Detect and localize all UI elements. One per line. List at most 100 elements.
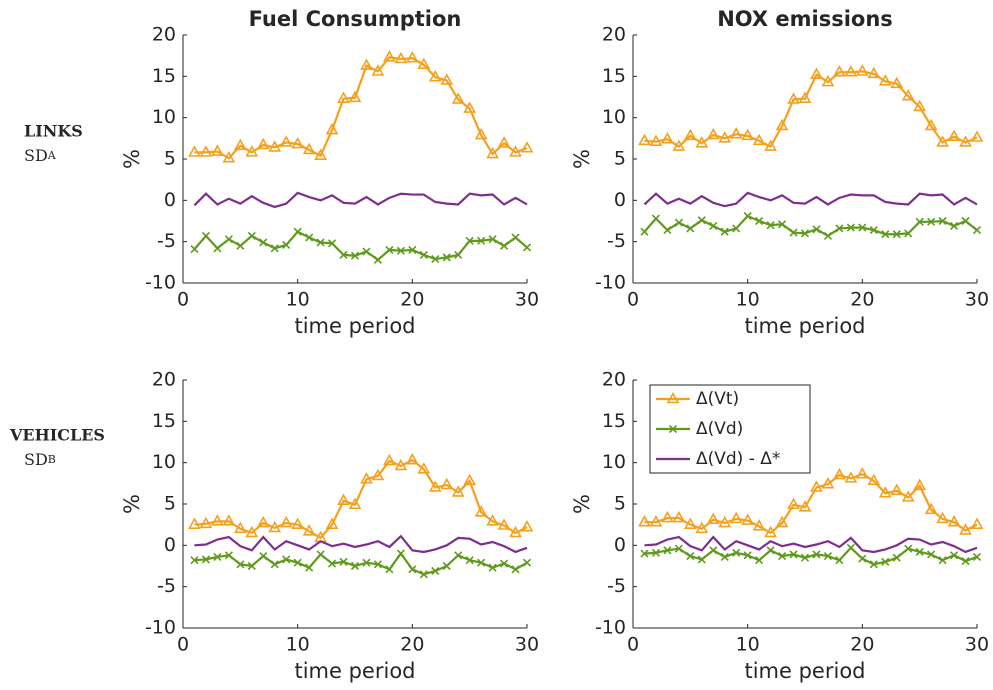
y-tick-label: 10 — [152, 451, 176, 473]
marker-x — [668, 424, 678, 434]
marker-triangle — [672, 510, 686, 523]
marker-triangle — [947, 129, 961, 141]
marker-x — [846, 223, 855, 232]
marker-x — [755, 556, 764, 565]
y-tick-label: 5 — [164, 148, 176, 170]
marker-x — [454, 551, 463, 560]
marker-triangle — [383, 50, 396, 62]
x-tick-label: 10 — [286, 289, 310, 311]
marker-x — [282, 240, 291, 250]
series-line — [644, 70, 978, 149]
marker-triangle — [417, 462, 431, 474]
y-tick-label: -10 — [595, 617, 626, 639]
marker-x — [915, 217, 924, 226]
marker-triangle — [371, 64, 385, 76]
marker-triangle — [233, 521, 247, 534]
marker-triangle — [867, 66, 881, 79]
x-tick-label: 0 — [177, 289, 189, 311]
x-axis-label: time period — [294, 314, 415, 338]
marker-triangle — [752, 133, 766, 146]
marker-x — [511, 565, 520, 574]
y-tick-label: -5 — [607, 575, 626, 597]
marker-x — [743, 551, 752, 560]
marker-x — [316, 238, 325, 247]
marker-x — [858, 554, 867, 563]
marker-triangle — [405, 453, 419, 465]
x-tick-label: 0 — [627, 289, 639, 311]
y-tick-label: 15 — [152, 410, 176, 432]
marker-x — [881, 557, 890, 566]
marker-triangle — [348, 497, 362, 510]
marker-x — [213, 244, 222, 253]
x-tick-label: 10 — [736, 289, 760, 311]
x-tick-label: 30 — [515, 289, 539, 311]
y-tick-label: 5 — [614, 148, 626, 170]
marker-triangle — [787, 92, 800, 104]
marker-triangle — [844, 471, 858, 483]
marker-x — [823, 231, 832, 240]
marker-triangle — [924, 502, 938, 515]
series-line — [644, 473, 978, 535]
marker-triangle — [683, 128, 697, 141]
marker-x — [201, 231, 210, 240]
marker-x — [293, 558, 302, 567]
marker-triangle — [337, 91, 350, 103]
marker-x — [950, 551, 959, 560]
marker-x — [488, 563, 497, 572]
marker-x — [511, 233, 520, 242]
marker-x — [522, 558, 532, 567]
marker-x — [247, 231, 256, 240]
y-axis-label: % — [570, 149, 594, 169]
marker-x — [419, 250, 428, 259]
marker-x — [350, 561, 360, 571]
subplot-title: Fuel Consumption — [249, 7, 462, 31]
marker-x — [396, 246, 405, 255]
marker-x — [778, 552, 787, 561]
y-tick-label: -5 — [157, 575, 176, 597]
y-tick-label: 15 — [602, 65, 626, 87]
marker-x — [938, 556, 947, 565]
y-tick-label: 0 — [164, 189, 176, 211]
marker-triangle — [199, 145, 213, 157]
marker-x — [869, 226, 878, 235]
marker-triangle — [360, 58, 373, 70]
marker-x — [651, 214, 660, 223]
x-tick-label: 30 — [965, 289, 989, 311]
marker-triangle — [638, 515, 651, 527]
marker-x — [881, 230, 890, 239]
marker-triangle — [683, 517, 697, 529]
marker-triangle — [924, 118, 938, 131]
marker-triangle — [325, 122, 339, 135]
marker-triangle — [649, 134, 663, 146]
marker-triangle — [509, 145, 522, 157]
marker-x — [236, 560, 245, 569]
marker-x — [419, 570, 428, 579]
marker-triangle — [233, 138, 247, 151]
row-sublabel: SDA — [24, 146, 57, 165]
legend-label: Δ(Vd) - Δ* — [696, 449, 780, 469]
marker-triangle — [405, 50, 419, 63]
marker-triangle — [199, 516, 213, 529]
marker-triangle — [394, 51, 408, 64]
marker-triangle — [451, 485, 465, 497]
marker-x — [972, 552, 982, 561]
marker-x — [812, 550, 821, 559]
marker-x — [339, 557, 348, 566]
marker-triangle — [440, 477, 454, 490]
marker-x — [224, 235, 233, 244]
y-tick-label: 20 — [602, 369, 626, 391]
marker-triangle — [314, 148, 327, 160]
marker-x — [904, 229, 913, 238]
marker-x — [259, 552, 268, 561]
row-sd: SD — [24, 450, 48, 469]
x-axis-label: time period — [744, 314, 865, 338]
marker-triangle — [764, 525, 777, 538]
series-line — [194, 534, 528, 554]
marker-triangle — [486, 146, 499, 159]
marker-x — [362, 558, 371, 567]
marker-x — [835, 224, 844, 233]
y-tick-label: -5 — [607, 230, 626, 252]
marker-x — [442, 561, 451, 571]
x-tick-label: 10 — [286, 634, 310, 656]
